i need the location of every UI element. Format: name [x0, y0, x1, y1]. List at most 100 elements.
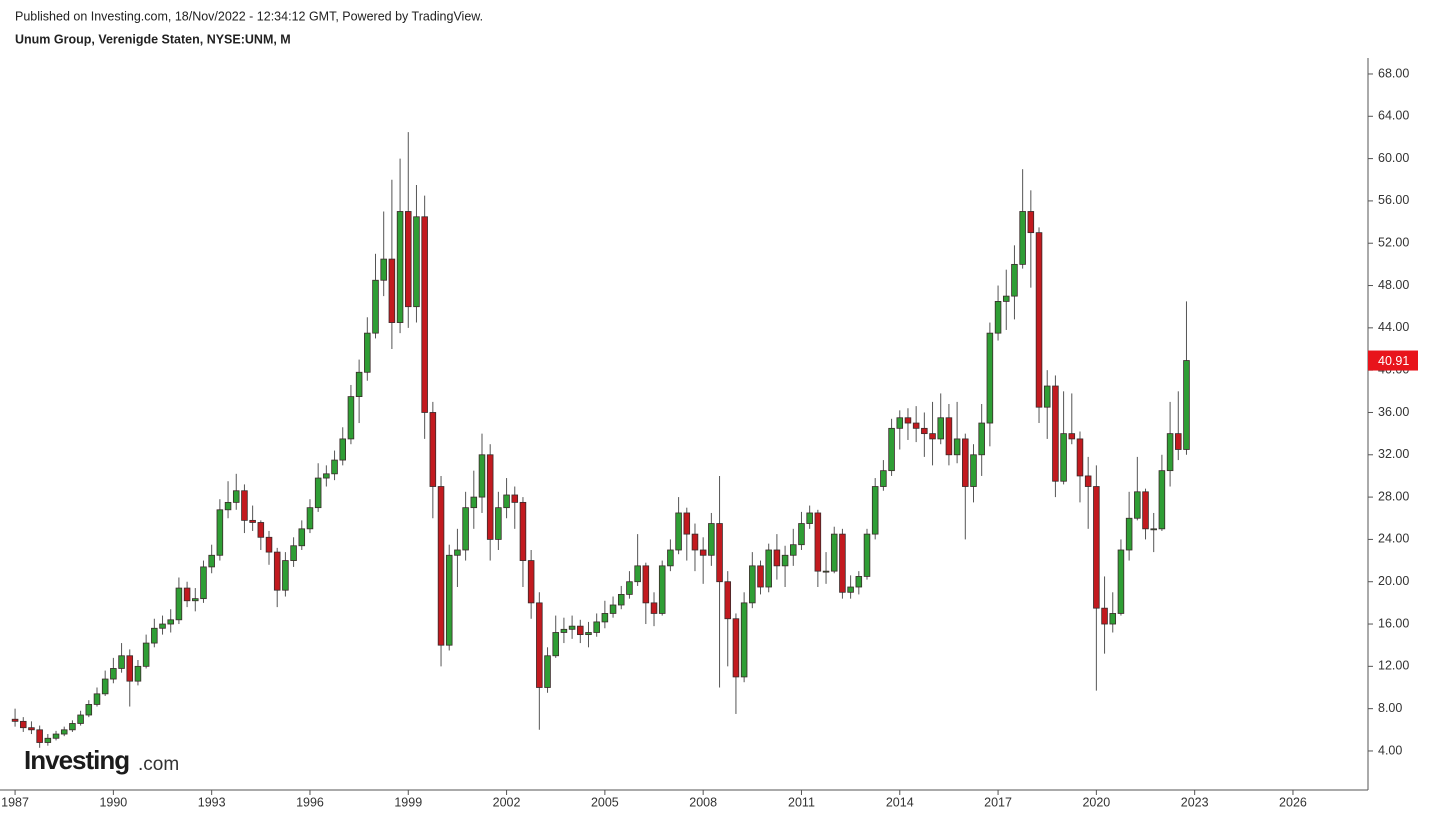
candle-body — [937, 417, 944, 440]
candle-body — [257, 522, 265, 538]
candle-body — [437, 486, 445, 646]
candle-body — [1109, 613, 1117, 625]
candle-body — [904, 417, 912, 424]
candle-body — [798, 523, 805, 546]
x-tick-label: 2014 — [886, 795, 914, 809]
candle-body — [314, 477, 322, 509]
candle-body — [830, 533, 838, 572]
candle-body — [1175, 433, 1182, 450]
candle-body — [11, 718, 19, 722]
candle-body — [60, 729, 68, 735]
y-tick-label: 28.00 — [1378, 489, 1409, 503]
candle-body — [781, 554, 789, 567]
candle-body — [101, 678, 109, 695]
candle-body — [134, 665, 142, 682]
candle-body — [675, 512, 682, 551]
candle-body — [732, 618, 740, 678]
candle-body — [650, 602, 658, 614]
candle-body — [273, 551, 281, 591]
y-tick-label: 36.00 — [1378, 405, 1409, 419]
candle-body — [495, 507, 502, 540]
candle-body — [28, 727, 35, 731]
logo-suffix: .com — [138, 754, 179, 775]
chart-title: Published on Investing.com, 18/Nov/2022 … — [15, 9, 483, 23]
candle-body — [749, 565, 756, 604]
candle-body — [929, 433, 936, 440]
candle-body — [364, 332, 371, 373]
x-tick-label: 2020 — [1082, 795, 1110, 809]
candle-body — [658, 565, 666, 614]
candle-body — [593, 621, 600, 633]
candle-body — [167, 619, 174, 625]
candle-body — [232, 490, 240, 503]
x-tick-label: 1993 — [198, 795, 226, 809]
y-tick-label: 52.00 — [1378, 236, 1409, 250]
candle-body — [355, 371, 363, 398]
candle-body — [347, 396, 355, 440]
candle-body — [306, 507, 314, 530]
candle-body — [1117, 549, 1125, 614]
candle-body — [388, 258, 396, 323]
candle-body — [19, 720, 27, 729]
candle-body — [1068, 433, 1076, 440]
candle-body — [1166, 433, 1174, 472]
candle-body — [790, 544, 797, 556]
candle-body — [544, 655, 551, 688]
candle-body — [511, 494, 519, 503]
candle-body — [880, 470, 887, 487]
candle-body — [716, 523, 723, 583]
x-tick-label: 1987 — [1, 795, 29, 809]
y-tick-label: 8.00 — [1378, 701, 1402, 715]
candle-body — [331, 459, 338, 475]
candle-body — [1084, 475, 1092, 487]
candle-body — [1019, 211, 1026, 265]
candle-body — [912, 422, 920, 429]
candle-body — [151, 627, 158, 644]
candle-body — [454, 549, 461, 556]
candle-body — [110, 668, 117, 680]
candle-body — [126, 655, 134, 682]
candle-body — [577, 625, 584, 636]
candle-body — [183, 587, 191, 602]
candle-body — [208, 554, 215, 568]
candle-body — [921, 427, 928, 435]
candle-body — [249, 519, 256, 523]
candle-body — [405, 211, 412, 308]
candle-body — [1076, 438, 1084, 477]
candle-body — [970, 454, 977, 487]
candle-body — [552, 632, 559, 657]
candle-body — [478, 454, 486, 498]
y-tick-label: 4.00 — [1378, 743, 1402, 757]
candle-body — [953, 438, 961, 456]
candle-body — [527, 560, 535, 604]
candle-body — [470, 496, 478, 509]
candle-body — [888, 427, 895, 472]
candle-body — [568, 625, 576, 630]
candle-body — [142, 642, 150, 667]
x-tick-label: 1990 — [99, 795, 127, 809]
candle-body — [708, 523, 715, 556]
chart-subtitle: Unum Group, Verenigde Staten, NYSE:UNM, … — [15, 32, 291, 46]
candle-body — [601, 613, 609, 623]
candle-body — [945, 417, 953, 456]
candle-body — [585, 632, 592, 636]
y-tick-label: 64.00 — [1378, 109, 1409, 123]
candle-body — [298, 528, 306, 547]
candle-body — [1093, 486, 1100, 609]
logo: Investing — [24, 745, 129, 775]
candle-body — [69, 723, 76, 731]
candle-body — [339, 438, 347, 461]
candle-body — [445, 554, 453, 646]
y-tick-label: 56.00 — [1378, 193, 1409, 207]
candle-body — [175, 587, 183, 621]
x-tick-label: 1996 — [296, 795, 324, 809]
candle-body — [519, 501, 527, 561]
candle-body — [372, 279, 379, 334]
candle-body — [642, 565, 650, 604]
last-price-badge — [1368, 350, 1418, 371]
candle-body — [691, 533, 699, 551]
candle-body — [634, 565, 641, 583]
candle-body — [380, 258, 387, 281]
candle-body — [896, 417, 904, 429]
